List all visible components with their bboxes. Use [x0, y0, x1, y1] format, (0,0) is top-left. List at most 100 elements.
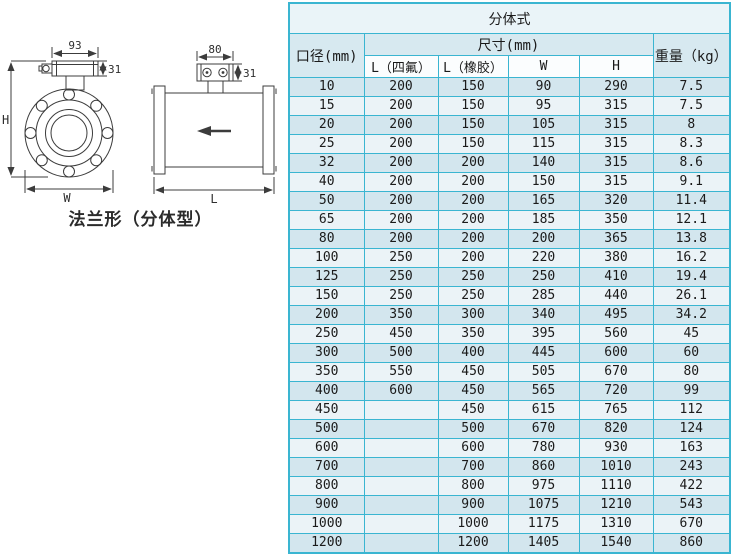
table-cell: 670	[578, 362, 654, 382]
dim-l-label: L	[210, 192, 217, 206]
table-cell: 20	[288, 115, 365, 135]
table-cell: 505	[507, 362, 580, 382]
table-cell: 600	[288, 438, 365, 458]
table-cell: 150	[437, 96, 509, 116]
dim-31-side-label: 31	[243, 67, 256, 80]
spec-table-wrap: 分体式 口径(mm) 尺寸(mm) 重量（kg） L（四氟） L（橡胶） W H…	[288, 2, 732, 554]
table-cell: 450	[288, 400, 365, 420]
table-cell: 250	[363, 286, 439, 306]
table-cell: 150	[437, 77, 509, 97]
table-cell: 200	[288, 305, 365, 325]
table-cell	[363, 457, 439, 477]
bolt-hole	[90, 99, 103, 112]
col-header-w: W	[507, 55, 580, 78]
table-cell: 200	[363, 115, 439, 135]
table-cell: 250	[363, 248, 439, 268]
table-cell: 975	[507, 476, 580, 496]
table-cell: 150	[507, 172, 580, 192]
table-row: 200 350 300 340 495 34.2	[288, 305, 731, 325]
table-cell	[363, 476, 439, 496]
table-cell: 900	[288, 495, 365, 515]
table-cell: 670	[507, 419, 580, 439]
flowmeter-diagram: H 93 31	[0, 0, 288, 554]
table-cell: 200	[437, 229, 509, 249]
table-cell: 445	[507, 343, 580, 363]
table-cell: 495	[578, 305, 654, 325]
table-cell: 860	[507, 457, 580, 477]
table-cell: 200	[507, 229, 580, 249]
table-row: 900 900 1075 1210 543	[288, 495, 731, 515]
table-cell: 200	[363, 153, 439, 173]
table-cell: 720	[578, 381, 654, 401]
right-flange	[262, 85, 275, 175]
dim-w-label: W	[63, 191, 71, 205]
table-cell: 780	[507, 438, 580, 458]
table-cell: 565	[507, 381, 580, 401]
table-cell: 315	[578, 96, 654, 116]
table-cell: 34.2	[652, 305, 731, 325]
table-cell: 90	[507, 77, 580, 97]
col-header-weight: 重量（kg）	[652, 33, 731, 78]
table-cell: 150	[437, 115, 509, 135]
table-cell: 615	[507, 400, 580, 420]
table-cell: 380	[578, 248, 654, 268]
table-row: 150 250 250 285 440 26.1	[288, 286, 731, 306]
table-row: 300 500 400 445 600 60	[288, 343, 731, 363]
table-cell: 600	[363, 381, 439, 401]
table-cell: 16.2	[652, 248, 731, 268]
table-cell: 1175	[507, 514, 580, 534]
table-cell: 500	[363, 343, 439, 363]
table-cell: 99	[652, 381, 731, 401]
table-cell: 200	[363, 172, 439, 192]
screw	[218, 67, 228, 78]
dim-h-label: H	[2, 113, 9, 127]
table-cell: 8.6	[652, 153, 731, 173]
table-cell: 250	[288, 324, 365, 344]
table-cell: 930	[578, 438, 654, 458]
spec-table: 分体式 口径(mm) 尺寸(mm) 重量（kg） L（四氟） L（橡胶） W H…	[288, 2, 732, 554]
table-cell: 7.5	[652, 96, 731, 116]
table-cell: 19.4	[652, 267, 731, 287]
flow-arrow-icon	[197, 126, 231, 136]
table-cell: 400	[288, 381, 365, 401]
table-row: 500 500 670 820 124	[288, 419, 731, 439]
table-cell: 1075	[507, 495, 580, 515]
table-cell: 112	[652, 400, 731, 420]
table-cell: 243	[652, 457, 731, 477]
table-cell: 350	[288, 362, 365, 382]
table-cell: 500	[288, 419, 365, 439]
bolt-hole	[101, 127, 114, 139]
col-header-l-ptfe: L（四氟）	[363, 55, 439, 78]
screw	[202, 67, 212, 78]
table-cell: 185	[507, 210, 580, 230]
table-row: 1000 1000 1175 1310 670	[288, 514, 731, 534]
table-cell	[363, 400, 439, 420]
table-cell: 365	[578, 229, 654, 249]
table-cell: 285	[507, 286, 580, 306]
table-cell: 1200	[288, 533, 365, 554]
table-cell: 700	[288, 457, 365, 477]
table-cell: 100	[288, 248, 365, 268]
table-cell: 600	[437, 438, 509, 458]
table-row: 50 200 200 165 320 11.4	[288, 191, 731, 211]
table-cell: 395	[507, 324, 580, 344]
table-cell: 40	[288, 172, 365, 192]
flowmeter-drawing: H 93 31	[2, 39, 277, 206]
table-cell: 765	[578, 400, 654, 420]
table-cell: 250	[437, 286, 509, 306]
table-cell: 12.1	[652, 210, 731, 230]
dim-80-label: 80	[208, 43, 221, 56]
table-cell: 15	[288, 96, 365, 116]
dim-93-label: 93	[68, 39, 81, 52]
table-cell: 220	[507, 248, 580, 268]
table-row: 350 550 450 505 670 80	[288, 362, 731, 382]
side-view: 80 31 L	[151, 43, 277, 206]
bolt-hole	[63, 165, 75, 178]
table-cell: 200	[437, 153, 509, 173]
diagram-caption: 法兰形（分体型）	[68, 210, 213, 230]
table-cell: 25	[288, 134, 365, 154]
table-cell: 200	[363, 77, 439, 97]
table-cell: 440	[578, 286, 654, 306]
table-cell: 560	[578, 324, 654, 344]
table-cell: 150	[288, 286, 365, 306]
